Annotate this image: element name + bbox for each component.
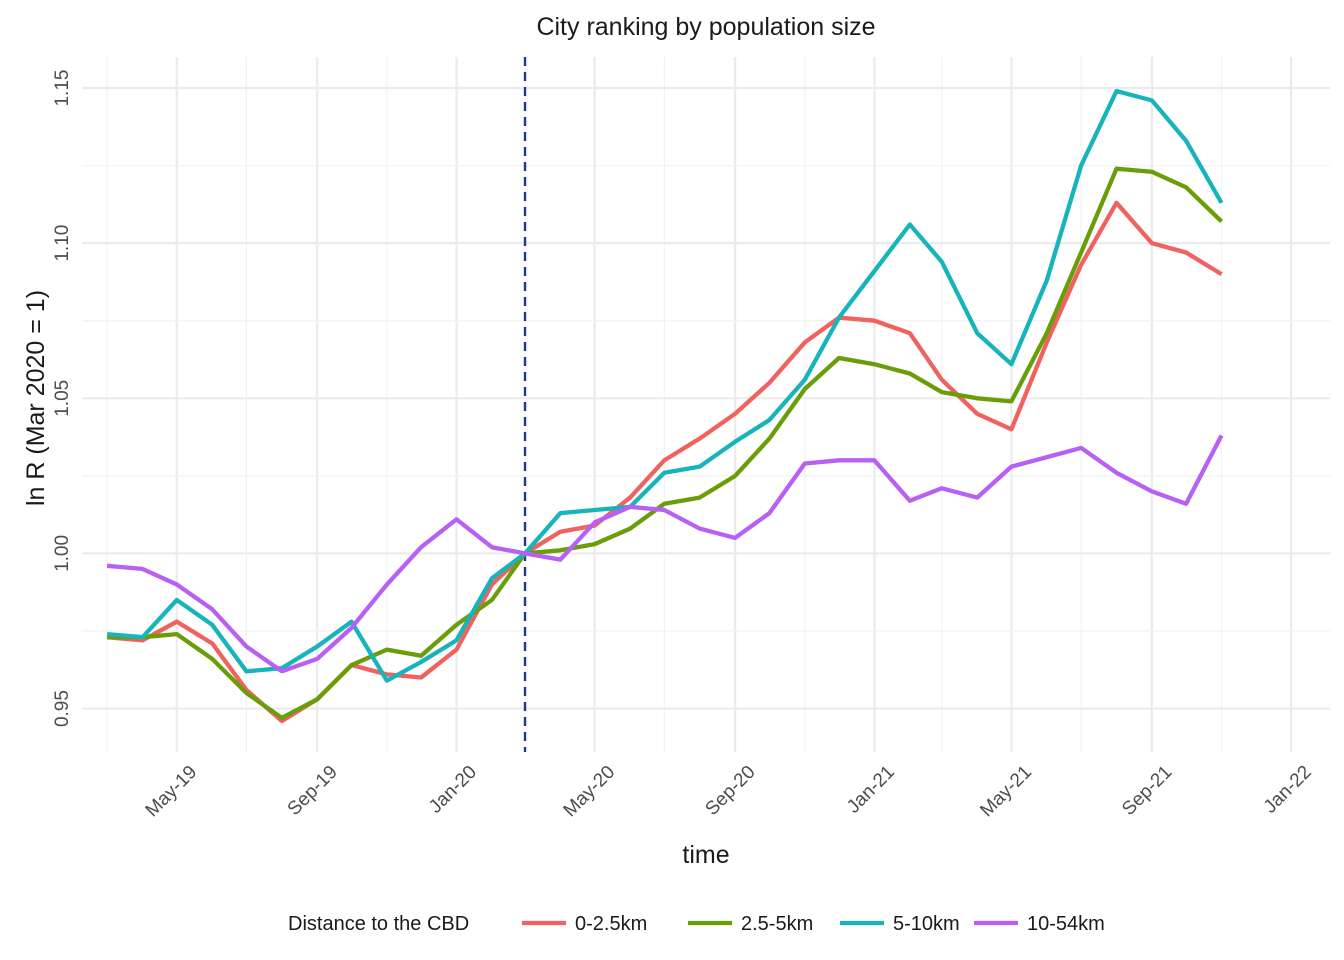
x-tick-label: Sep-20	[701, 762, 759, 820]
legend-label-10-54km: 10-54km	[1027, 913, 1105, 935]
series-layer	[106, 88, 1224, 724]
legend-label-0-2.5km: 0-2.5km	[575, 913, 647, 935]
x-tick-label: May-20	[560, 762, 620, 822]
series-line-10-54km	[106, 434, 1224, 674]
y-axis-label: ln R (Mar 2020 = 1)	[22, 290, 50, 506]
chart-title: City ranking by population size	[536, 13, 875, 41]
x-tick-label: Jan-22	[1260, 762, 1316, 818]
legend-label-5-10km: 5-10km	[893, 913, 960, 935]
x-tick-label: Jan-21	[843, 762, 899, 818]
y-tick-label: 0.95	[52, 690, 73, 727]
legend-label-2.5-5km: 2.5-5km	[741, 913, 813, 935]
x-tick-label: Sep-21	[1118, 762, 1176, 820]
legend-title: Distance to the CBD	[288, 913, 469, 935]
x-tick-label: Sep-19	[284, 762, 342, 820]
y-axis-ticks: 0.95 1.00 1.05 1.10 1.15	[52, 70, 73, 728]
y-tick-label: 1.15	[52, 70, 73, 107]
grid	[82, 57, 1330, 752]
series-line-2.5-5km	[107, 166, 1223, 721]
x-axis-ticks: May-19 Sep-19 Jan-20 May-20 Sep-20 Jan-21 May-…	[142, 762, 1316, 822]
y-tick-label: 1.00	[52, 535, 73, 572]
series-line-5-10km	[106, 88, 1224, 683]
y-tick-label: 1.10	[52, 225, 73, 262]
x-tick-label: May-21	[976, 762, 1036, 822]
x-tick-label: May-19	[142, 762, 202, 822]
x-tick-label: Jan-20	[425, 762, 481, 818]
legend: Distance to the CBD 0-2.5km 2.5-5km 5-10km…	[288, 913, 1105, 935]
y-tick-label: 1.05	[52, 380, 73, 417]
x-axis-label: time	[682, 841, 729, 869]
legend-items: 0-2.5km 2.5-5km 5-10km 10-54km	[522, 913, 1105, 935]
